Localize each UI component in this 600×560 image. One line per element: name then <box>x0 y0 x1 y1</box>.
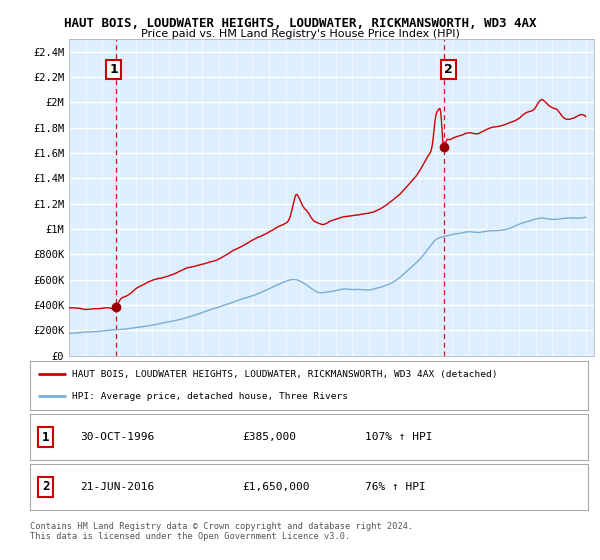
Text: 21-JUN-2016: 21-JUN-2016 <box>80 482 154 492</box>
Text: HAUT BOIS, LOUDWATER HEIGHTS, LOUDWATER, RICKMANSWORTH, WD3 4AX: HAUT BOIS, LOUDWATER HEIGHTS, LOUDWATER,… <box>64 17 536 30</box>
Text: 2: 2 <box>42 480 49 493</box>
Text: £1,650,000: £1,650,000 <box>242 482 310 492</box>
Text: HAUT BOIS, LOUDWATER HEIGHTS, LOUDWATER, RICKMANSWORTH, WD3 4AX (detached): HAUT BOIS, LOUDWATER HEIGHTS, LOUDWATER,… <box>72 370 497 379</box>
Text: 107% ↑ HPI: 107% ↑ HPI <box>365 432 432 442</box>
Text: 1: 1 <box>109 63 118 76</box>
Text: £385,000: £385,000 <box>242 432 296 442</box>
Text: 1: 1 <box>42 431 49 444</box>
Text: Contains HM Land Registry data © Crown copyright and database right 2024.
This d: Contains HM Land Registry data © Crown c… <box>30 522 413 542</box>
Text: Price paid vs. HM Land Registry's House Price Index (HPI): Price paid vs. HM Land Registry's House … <box>140 29 460 39</box>
Text: 76% ↑ HPI: 76% ↑ HPI <box>365 482 425 492</box>
Text: 30-OCT-1996: 30-OCT-1996 <box>80 432 154 442</box>
Text: 2: 2 <box>444 63 453 76</box>
Text: HPI: Average price, detached house, Three Rivers: HPI: Average price, detached house, Thre… <box>72 391 348 400</box>
